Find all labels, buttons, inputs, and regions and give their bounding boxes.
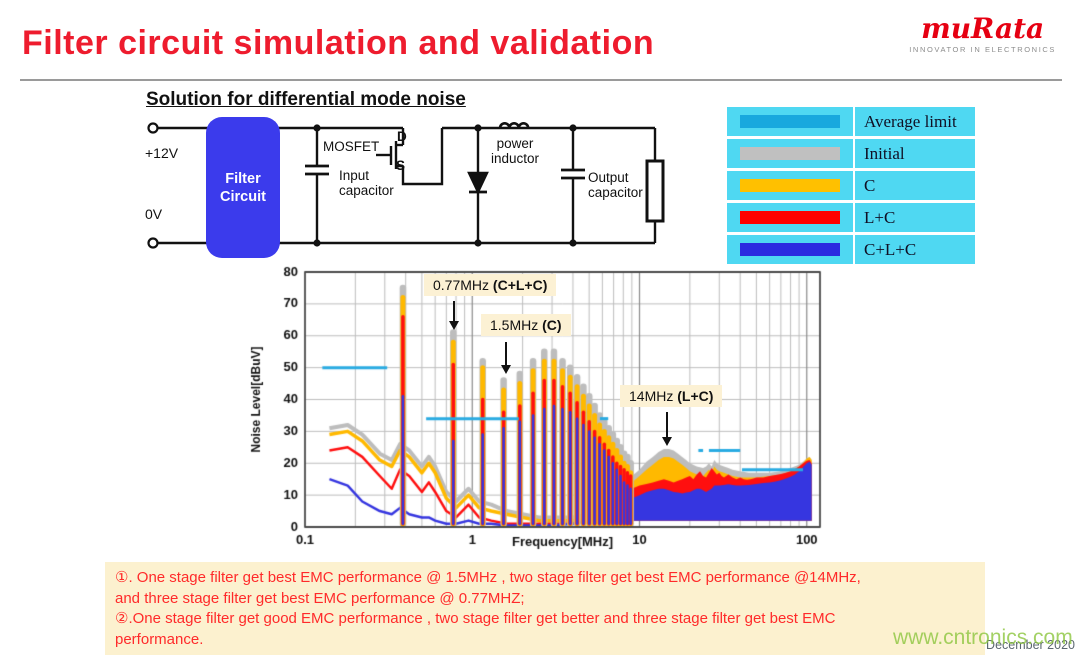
legend-row: L+C xyxy=(727,203,975,232)
legend-swatch-initial xyxy=(740,147,840,160)
annotation-15mhz: 1.5MHz (C) xyxy=(481,314,571,336)
legend-label: Average limit xyxy=(864,111,957,131)
murata-logo-text: muRata xyxy=(921,12,1045,45)
filter-circuit-block: Filter Circuit xyxy=(206,117,280,258)
legend-row: C xyxy=(727,171,975,200)
label-input-capacitor: Input capacitor xyxy=(339,168,394,198)
conclusion-notes: ①. One stage filter get best EMC perform… xyxy=(105,562,985,655)
legend-label: C+L+C xyxy=(864,239,917,259)
filter-circuit-label: Filter Circuit xyxy=(220,170,266,205)
annotation-arrow xyxy=(661,412,672,446)
annotation-14mhz: 14MHz (L+C) xyxy=(620,385,723,407)
label-0v: 0V xyxy=(145,206,163,222)
label-output-capacitor: Output capacitor xyxy=(588,170,643,200)
annotation-arrow xyxy=(500,342,511,374)
chart-legend-table: Average limit Initial C L+C C+L+C xyxy=(727,107,975,267)
section-subtitle: Solution for differential mode noise xyxy=(146,89,466,110)
legend-label: L+C xyxy=(864,207,896,227)
legend-label: C xyxy=(864,175,876,195)
murata-logo: muRata INNOVATOR IN ELECTRONICS xyxy=(909,12,1056,55)
annotation-arrow xyxy=(448,301,459,330)
legend-row: Initial xyxy=(727,139,975,168)
slide-date: December 2020 xyxy=(986,638,1075,652)
page-title: Filter circuit simulation and validation xyxy=(22,24,655,62)
legend-row: C+L+C xyxy=(727,235,975,264)
murata-tagline: INNOVATOR IN ELECTRONICS xyxy=(909,45,1056,54)
note-line: and three stage filter get best EMC perf… xyxy=(115,589,525,607)
legend-swatch-clc xyxy=(740,243,840,256)
legend-swatch-lc xyxy=(740,211,840,224)
watermark: www.cntronics.com xyxy=(893,626,1073,649)
legend-label: Initial xyxy=(864,143,905,163)
note-line: performance. xyxy=(115,630,204,648)
header-divider xyxy=(20,79,1062,81)
annotation-077mhz: 0.77MHz (C+L+C) xyxy=(424,274,557,296)
label-plus12v: +12V xyxy=(145,145,179,161)
label-mosfet: MOSFET xyxy=(323,139,380,154)
note-line: ①. One stage filter get best EMC perform… xyxy=(115,569,861,586)
label-drain: D xyxy=(397,129,407,144)
legend-swatch-average-limit xyxy=(740,115,840,128)
legend-row: Average limit xyxy=(727,107,975,136)
label-power-inductor: power inductor xyxy=(490,136,540,166)
note-line: ②.One stage filter get good EMC performa… xyxy=(115,610,836,627)
noise-spectrum-chart xyxy=(235,262,835,552)
legend-swatch-c xyxy=(740,179,840,192)
